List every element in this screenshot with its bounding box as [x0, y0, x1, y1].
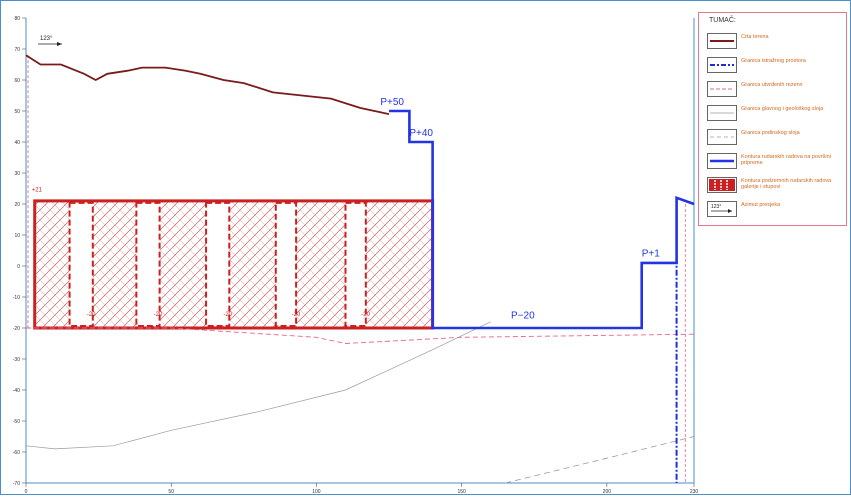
y-tick-label: -70 — [13, 481, 20, 487]
level-label-top: +21 — [32, 188, 43, 194]
y-tick-label: 0 — [17, 264, 20, 270]
legend-item-label: Kontura rudarskih radova na površini pri… — [741, 154, 831, 166]
y-tick-label: 80 — [14, 16, 20, 22]
y-tick-label: -20 — [13, 326, 20, 332]
pillar-label: -20 — [361, 312, 370, 318]
pillar-label: -20 — [154, 312, 163, 318]
profile-drawing: -20 -20 -20 -20 -20 — [25, 54, 695, 484]
pillar-label: -20 — [292, 312, 301, 318]
y-tick-label: -40 — [13, 388, 20, 394]
level-label-p50: P+50 — [380, 97, 404, 108]
legend-item-label: Granica istražnog prostora — [741, 58, 806, 64]
surface-works-contour — [389, 109, 695, 330]
dashed-pink-icon — [707, 81, 737, 97]
x-tick-label: 150 — [457, 489, 466, 495]
pillar — [135, 201, 161, 327]
legend-item-label: Granica glavnog i geološkog sloja — [741, 106, 824, 112]
level-label-p20: P−20 — [511, 311, 535, 322]
legend-item-label: Kontura podzemnih rudarskih radova galer… — [741, 178, 832, 190]
y-tick-label: 70 — [14, 47, 20, 53]
dashed-grey-icon — [707, 129, 737, 145]
legend-item-label: Granica podinskog sloja — [741, 130, 800, 136]
dash-dot-blue-icon — [707, 57, 737, 73]
blue-contour-icon — [707, 153, 737, 169]
footwall-layer-line — [505, 436, 695, 484]
level-label-p40: P+40 — [409, 128, 433, 139]
geological-layer-line — [25, 321, 491, 450]
x-tick-label: 50 — [168, 489, 174, 495]
legend-title: TUMAČ: — [709, 17, 736, 24]
pillar — [68, 201, 94, 327]
terrain-line — [25, 54, 390, 115]
profile-labels: +21 P+50 P+40 P−20 P+1 123° — [32, 36, 660, 322]
excavation-area — [33, 199, 435, 330]
leveled-reserve-line — [26, 327, 695, 344]
legend-item: Crta terena — [707, 31, 843, 49]
pillar-label: -20 — [87, 312, 96, 318]
y-tick-label: -60 — [13, 450, 20, 456]
legend-item-label: Crta terena — [741, 34, 769, 40]
legend-item-label: Granica utvrđenih rezervi — [741, 82, 803, 88]
y-tick-label: -30 — [13, 357, 20, 363]
level-label-p1: P+1 — [642, 249, 661, 260]
legend-item: Granica istražnog prostora — [707, 55, 843, 73]
x-tick-label: 100 — [312, 489, 321, 495]
azimuth-label: 123° — [40, 36, 53, 42]
azimuth-arrow-icon — [57, 42, 62, 46]
legend-item: Granica utvrđenih rezervi — [707, 79, 843, 97]
y-tick-label: 30 — [14, 171, 20, 177]
legend-item: Granica glavnog i geološkog sloja — [707, 103, 843, 121]
red-hatch-icon — [707, 177, 737, 193]
y-tick-label: -50 — [13, 419, 20, 425]
legend-item: 123° Azimut presjeka — [707, 199, 843, 217]
y-tick-label: 60 — [14, 78, 20, 84]
grey-line-icon — [707, 105, 737, 121]
y-tick-label: 40 — [14, 140, 20, 146]
pillar — [344, 201, 367, 327]
terrain-line-icon — [707, 33, 737, 49]
legend-item: Granica podinskog sloja — [707, 127, 843, 145]
legend-item: Kontura podzemnih rudarskih radova galer… — [707, 175, 843, 193]
y-tick-label: -10 — [13, 295, 20, 301]
svg-text:123°: 123° — [711, 204, 721, 210]
azimuth-arrow-icon: 123° — [707, 201, 737, 217]
y-tick-label: 50 — [14, 109, 20, 115]
x-tick-label: 200 — [603, 489, 612, 495]
x-tick-label: 230 — [690, 489, 699, 495]
y-tick-label: 20 — [14, 202, 20, 208]
y-tick-label: 10 — [14, 233, 20, 239]
legend: TUMAČ: Crta terena Granica istražnog pros… — [698, 12, 847, 226]
x-tick-label: 0 — [25, 489, 28, 495]
pillar — [205, 201, 231, 327]
pillar-label: -20 — [223, 312, 232, 318]
pillar — [274, 201, 298, 327]
legend-item-label: Azimut presjeka — [741, 202, 781, 208]
legend-item: Kontura rudarskih radova na površini pri… — [707, 151, 843, 169]
